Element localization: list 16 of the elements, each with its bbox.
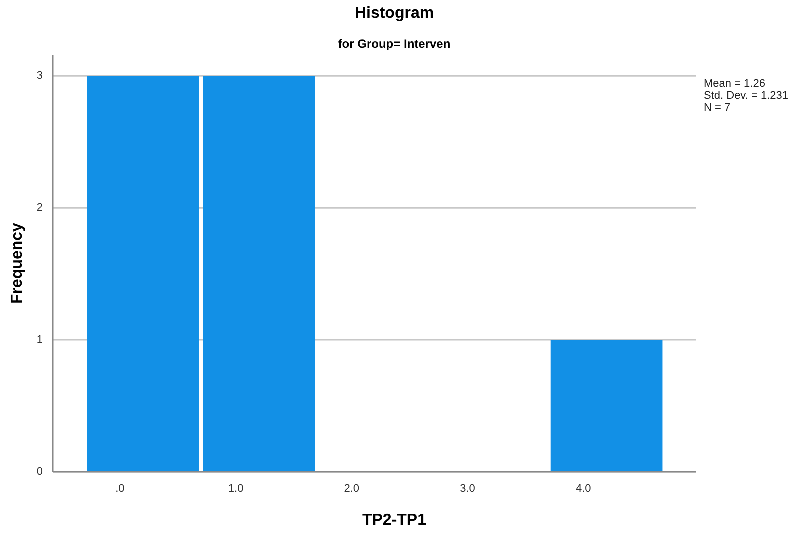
x-tick-label: 1.0: [228, 483, 244, 495]
text: N = 7: [704, 102, 731, 114]
x-tick-label: 2.0: [344, 483, 360, 495]
y-tick-label: 0: [36, 466, 43, 478]
y-tick-label: 2: [36, 202, 43, 214]
text: Mean = 1.26: [704, 78, 766, 90]
x-tick-label: 4.0: [576, 483, 592, 495]
x-axis-title: TP2-TP1: [362, 512, 427, 529]
x-tick-label: .0: [116, 483, 125, 495]
y-tick-label: 3: [36, 70, 43, 82]
chart-title: Histogram: [354, 5, 434, 22]
y-axis-title: Frequency: [9, 222, 26, 304]
text: Std. Dev. = 1.231: [704, 90, 788, 102]
x-tick-label: 3.0: [460, 483, 476, 495]
chart-subtitle: for Group= Interven: [338, 37, 451, 51]
y-tick-label: 1: [36, 334, 43, 346]
